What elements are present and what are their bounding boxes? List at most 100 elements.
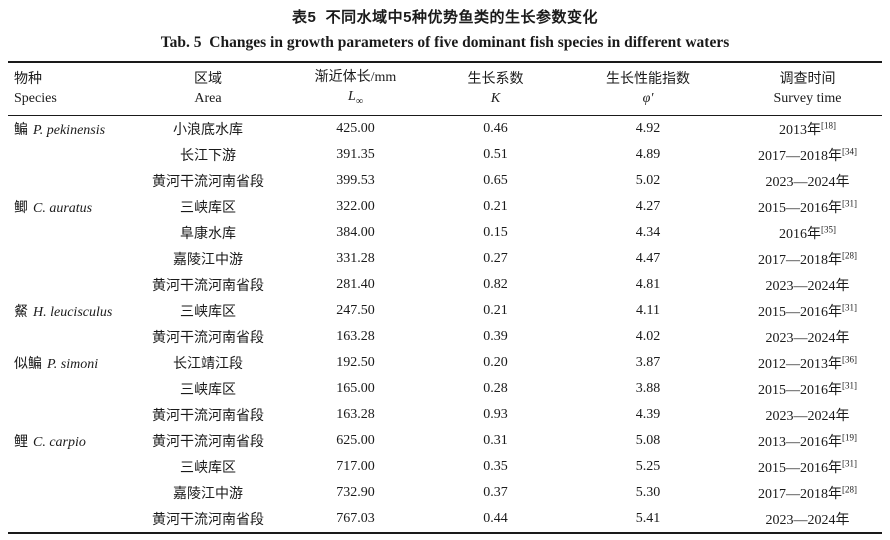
time-cell: 2015—2016年[31] xyxy=(758,458,857,476)
table-row: 黄河干流河南省段 399.53 0.65 5.02 2023—2024年 xyxy=(8,168,882,194)
species-cell xyxy=(8,402,133,428)
phi-cell: 4.39 xyxy=(635,406,661,422)
phi-cell: 5.41 xyxy=(635,510,661,526)
k-cell: 0.65 xyxy=(483,172,508,188)
species-cell xyxy=(8,376,133,402)
time-cell: 2023—2024年 xyxy=(765,330,850,346)
time-cell: 2017—2018年[28] xyxy=(758,250,857,268)
time-cell: 2023—2024年 xyxy=(765,278,850,294)
area-cell: 黄河干流河南省段 xyxy=(152,512,264,528)
k-cell: 0.27 xyxy=(483,250,508,266)
reference-superscript: [36] xyxy=(842,354,857,365)
table-header: 物种 Species 区域 Area 渐近体长/mm L∞ 生长系数 K 生长性… xyxy=(8,62,882,116)
time-cell: 2013年[18] xyxy=(779,120,836,138)
area-cell: 黄河干流河南省段 xyxy=(152,330,264,346)
area-cell: 长江靖江段 xyxy=(173,356,243,372)
phi-cell: 4.27 xyxy=(635,198,661,214)
area-cell: 三峡库区 xyxy=(180,460,236,476)
header-time-en: Survey time xyxy=(773,91,842,107)
growth-parameters-table: 物种 Species 区域 Area 渐近体长/mm L∞ 生长系数 K 生长性… xyxy=(8,61,882,534)
header-species: 物种 Species xyxy=(8,62,133,116)
area-cell: 黄河干流河南省段 xyxy=(152,278,264,294)
linf-cell: 192.50 xyxy=(336,354,375,370)
species-cell: 䱗 H. leucisculus xyxy=(14,304,113,320)
table-body: 鳊 P. pekinensis 小浪底水库 425.00 0.46 4.92 20… xyxy=(8,115,882,533)
header-k-cn: 生长系数 xyxy=(467,72,524,88)
area-cell: 嘉陵江中游 xyxy=(173,252,243,268)
k-cell: 0.93 xyxy=(483,406,508,422)
area-cell: 阜康水库 xyxy=(180,226,236,242)
phi-cell: 5.30 xyxy=(635,484,661,500)
linf-cell: 732.90 xyxy=(336,484,375,500)
table-row: 三峡库区 717.00 0.35 5.25 2015—2016年[31] xyxy=(8,454,882,480)
reference-superscript: [28] xyxy=(842,250,857,261)
table-row: 似鳊 P. simoni 长江靖江段 192.50 0.20 3.87 2012—… xyxy=(8,350,882,376)
header-area-cn: 区域 xyxy=(194,72,222,88)
linf-cell: 717.00 xyxy=(336,458,375,474)
reference-superscript: [31] xyxy=(842,458,857,469)
phi-cell: 4.47 xyxy=(635,250,661,266)
species-latin: C. carpio xyxy=(33,434,86,450)
time-cell: 2015—2016年[31] xyxy=(758,198,857,216)
phi-cell: 4.81 xyxy=(635,276,661,292)
species-cell: 似鳊 P. simoni xyxy=(14,356,99,372)
phi-cell: 3.88 xyxy=(635,380,661,396)
header-area-en: Area xyxy=(194,91,222,107)
header-species-cn: 物种 xyxy=(14,72,42,88)
k-cell: 0.15 xyxy=(483,224,508,240)
linf-cell: 281.40 xyxy=(336,276,375,292)
linf-cell: 163.28 xyxy=(336,406,375,422)
area-cell: 三峡库区 xyxy=(180,382,236,398)
table-title-chinese: 表5 不同水域中5种优势鱼类的生长参数变化 xyxy=(291,9,599,26)
species-cell xyxy=(8,142,133,168)
species-cell: 鲫 C. auratus xyxy=(14,200,93,216)
time-cell: 2015—2016年[31] xyxy=(758,380,857,398)
time-cell: 2013—2016年[19] xyxy=(758,432,857,450)
time-cell: 2012—2013年[36] xyxy=(758,354,857,372)
reference-superscript: [34] xyxy=(842,146,857,157)
table-row: 黄河干流河南省段 281.40 0.82 4.81 2023—2024年 xyxy=(8,272,882,298)
table-row: 长江下游 391.35 0.51 4.89 2017—2018年[34] xyxy=(8,142,882,168)
linf-cell: 767.03 xyxy=(336,510,375,526)
table-title-english: Tab. 5 Changes in growth parameters of f… xyxy=(160,34,730,51)
phi-cell: 4.11 xyxy=(636,302,660,318)
k-cell: 0.46 xyxy=(483,120,508,136)
header-phi-symbol: φ′ xyxy=(642,91,654,107)
area-cell: 三峡库区 xyxy=(180,304,236,320)
species-cell: 鳊 P. pekinensis xyxy=(14,122,106,138)
species-cell xyxy=(8,220,133,246)
table-row: 嘉陵江中游 331.28 0.27 4.47 2017—2018年[28] xyxy=(8,246,882,272)
table-row: 阜康水库 384.00 0.15 4.34 2016年[35] xyxy=(8,220,882,246)
linf-cell: 322.00 xyxy=(336,198,375,214)
table-row: 黄河干流河南省段 767.03 0.44 5.41 2023—2024年 xyxy=(8,506,882,533)
area-cell: 黄河干流河南省段 xyxy=(152,174,264,190)
linf-cell: 384.00 xyxy=(336,224,375,240)
species-cell: 鲤 C. carpio xyxy=(14,434,86,450)
species-cell xyxy=(8,454,133,480)
header-growth-coefficient: 生长系数 K xyxy=(428,62,563,116)
time-cell: 2023—2024年 xyxy=(765,512,850,528)
phi-cell: 4.02 xyxy=(635,328,661,344)
species-latin: P. simoni xyxy=(47,356,99,372)
header-linf-cn: 渐近体长/mm xyxy=(314,70,397,85)
species-cell xyxy=(8,272,133,298)
reference-superscript: [31] xyxy=(842,380,857,391)
time-cell: 2015—2016年[31] xyxy=(758,302,857,320)
reference-superscript: [31] xyxy=(842,302,857,313)
area-cell: 小浪底水库 xyxy=(173,122,243,138)
header-k-symbol: K xyxy=(490,91,501,107)
header-growth-performance-index: 生长性能指数 φ′ xyxy=(563,62,733,116)
reference-superscript: [35] xyxy=(821,224,836,235)
k-cell: 0.20 xyxy=(483,354,508,370)
species-cell xyxy=(8,480,133,506)
reference-superscript: [31] xyxy=(842,198,857,209)
linf-cell: 163.28 xyxy=(336,328,375,344)
species-cell xyxy=(8,168,133,194)
header-linf-symbol: L∞ xyxy=(348,89,363,107)
time-cell: 2017—2018年[28] xyxy=(758,484,857,502)
k-cell: 0.21 xyxy=(483,198,508,214)
reference-superscript: [28] xyxy=(842,484,857,495)
phi-cell: 5.02 xyxy=(635,172,661,188)
k-cell: 0.21 xyxy=(483,302,508,318)
area-cell: 黄河干流河南省段 xyxy=(152,434,264,450)
